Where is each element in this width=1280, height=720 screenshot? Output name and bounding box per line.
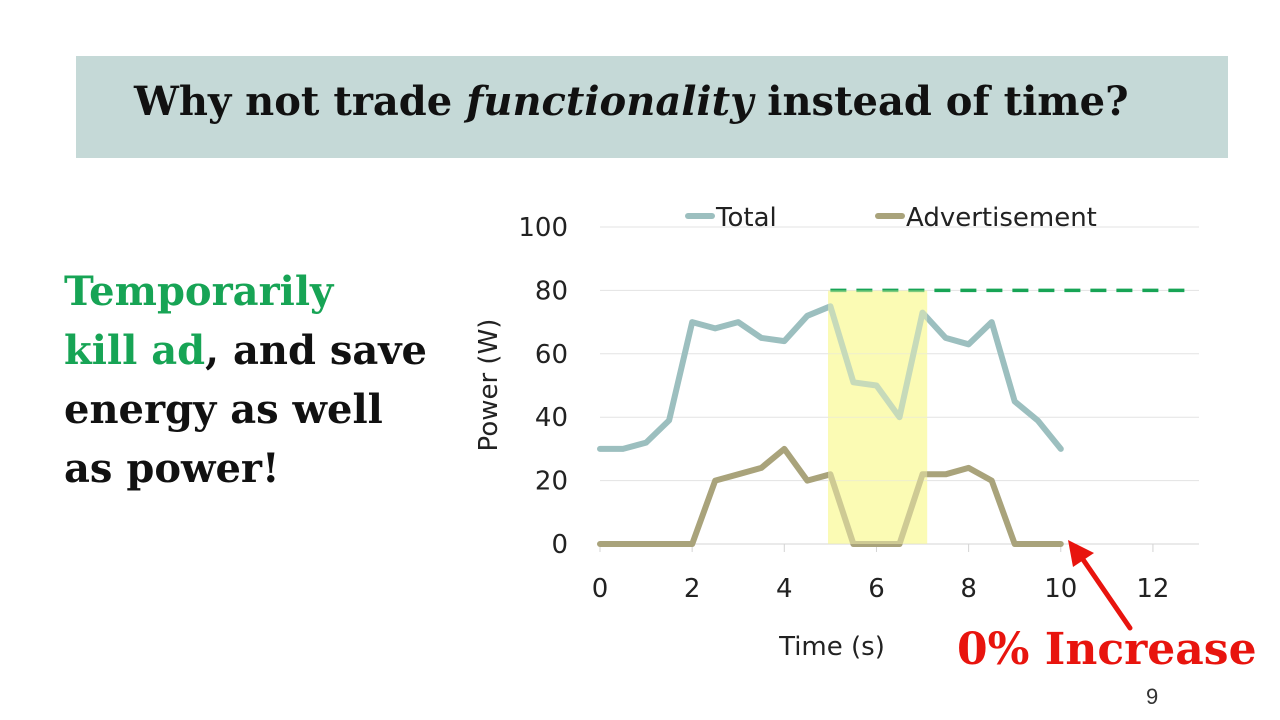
x-tick-label-4: 4 <box>776 574 793 604</box>
x-tick-label-0: 0 <box>592 574 609 604</box>
page-number: 9 <box>1146 684 1159 709</box>
legend-label-total: Total <box>715 203 777 233</box>
x-tick-label-2: 2 <box>684 574 701 604</box>
x-tick-label-8: 8 <box>960 574 977 604</box>
title-italic-word: functionality <box>466 78 754 125</box>
title-part-1: Why not trade <box>134 78 467 125</box>
y-tick-label-40: 40 <box>535 403 568 433</box>
callout-increase: 0% Increase <box>957 624 1257 675</box>
side-green-line-1: Temporarily <box>64 268 334 315</box>
slide-title: Why not trade functionality instead of t… <box>134 78 1129 125</box>
y-tick-label-20: 20 <box>535 467 568 497</box>
title-bar: Why not trade functionality instead of t… <box>76 56 1228 158</box>
x-tick-label-12: 12 <box>1136 574 1169 604</box>
title-part-2: instead of time? <box>753 78 1129 125</box>
x-tick-label-6: 6 <box>868 574 885 604</box>
red-arrow-head <box>1068 540 1094 567</box>
x-tick-label-10: 10 <box>1044 574 1077 604</box>
series-line-total <box>597 303 1064 452</box>
highlight-overlay <box>828 290 928 544</box>
side-green-phrase: kill ad <box>64 327 206 374</box>
y-axis-title: Power (W) <box>474 319 504 452</box>
side-message: Temporarily kill ad, and save energy as … <box>64 262 444 498</box>
side-line-2-rest: , and save <box>205 327 427 374</box>
x-axis-title: Time (s) <box>778 632 885 662</box>
y-tick-label-80: 80 <box>535 276 568 306</box>
side-line-4: as power! <box>64 445 280 492</box>
y-tick-label-100: 100 <box>518 213 568 243</box>
series-line-advertisement <box>597 445 1064 547</box>
side-line-3: energy as well <box>64 386 383 433</box>
y-tick-label-60: 60 <box>535 340 568 370</box>
legend-label-advertisement: Advertisement <box>906 203 1097 233</box>
y-tick-label-0: 0 <box>551 530 568 560</box>
red-arrow-shaft <box>1079 555 1133 631</box>
